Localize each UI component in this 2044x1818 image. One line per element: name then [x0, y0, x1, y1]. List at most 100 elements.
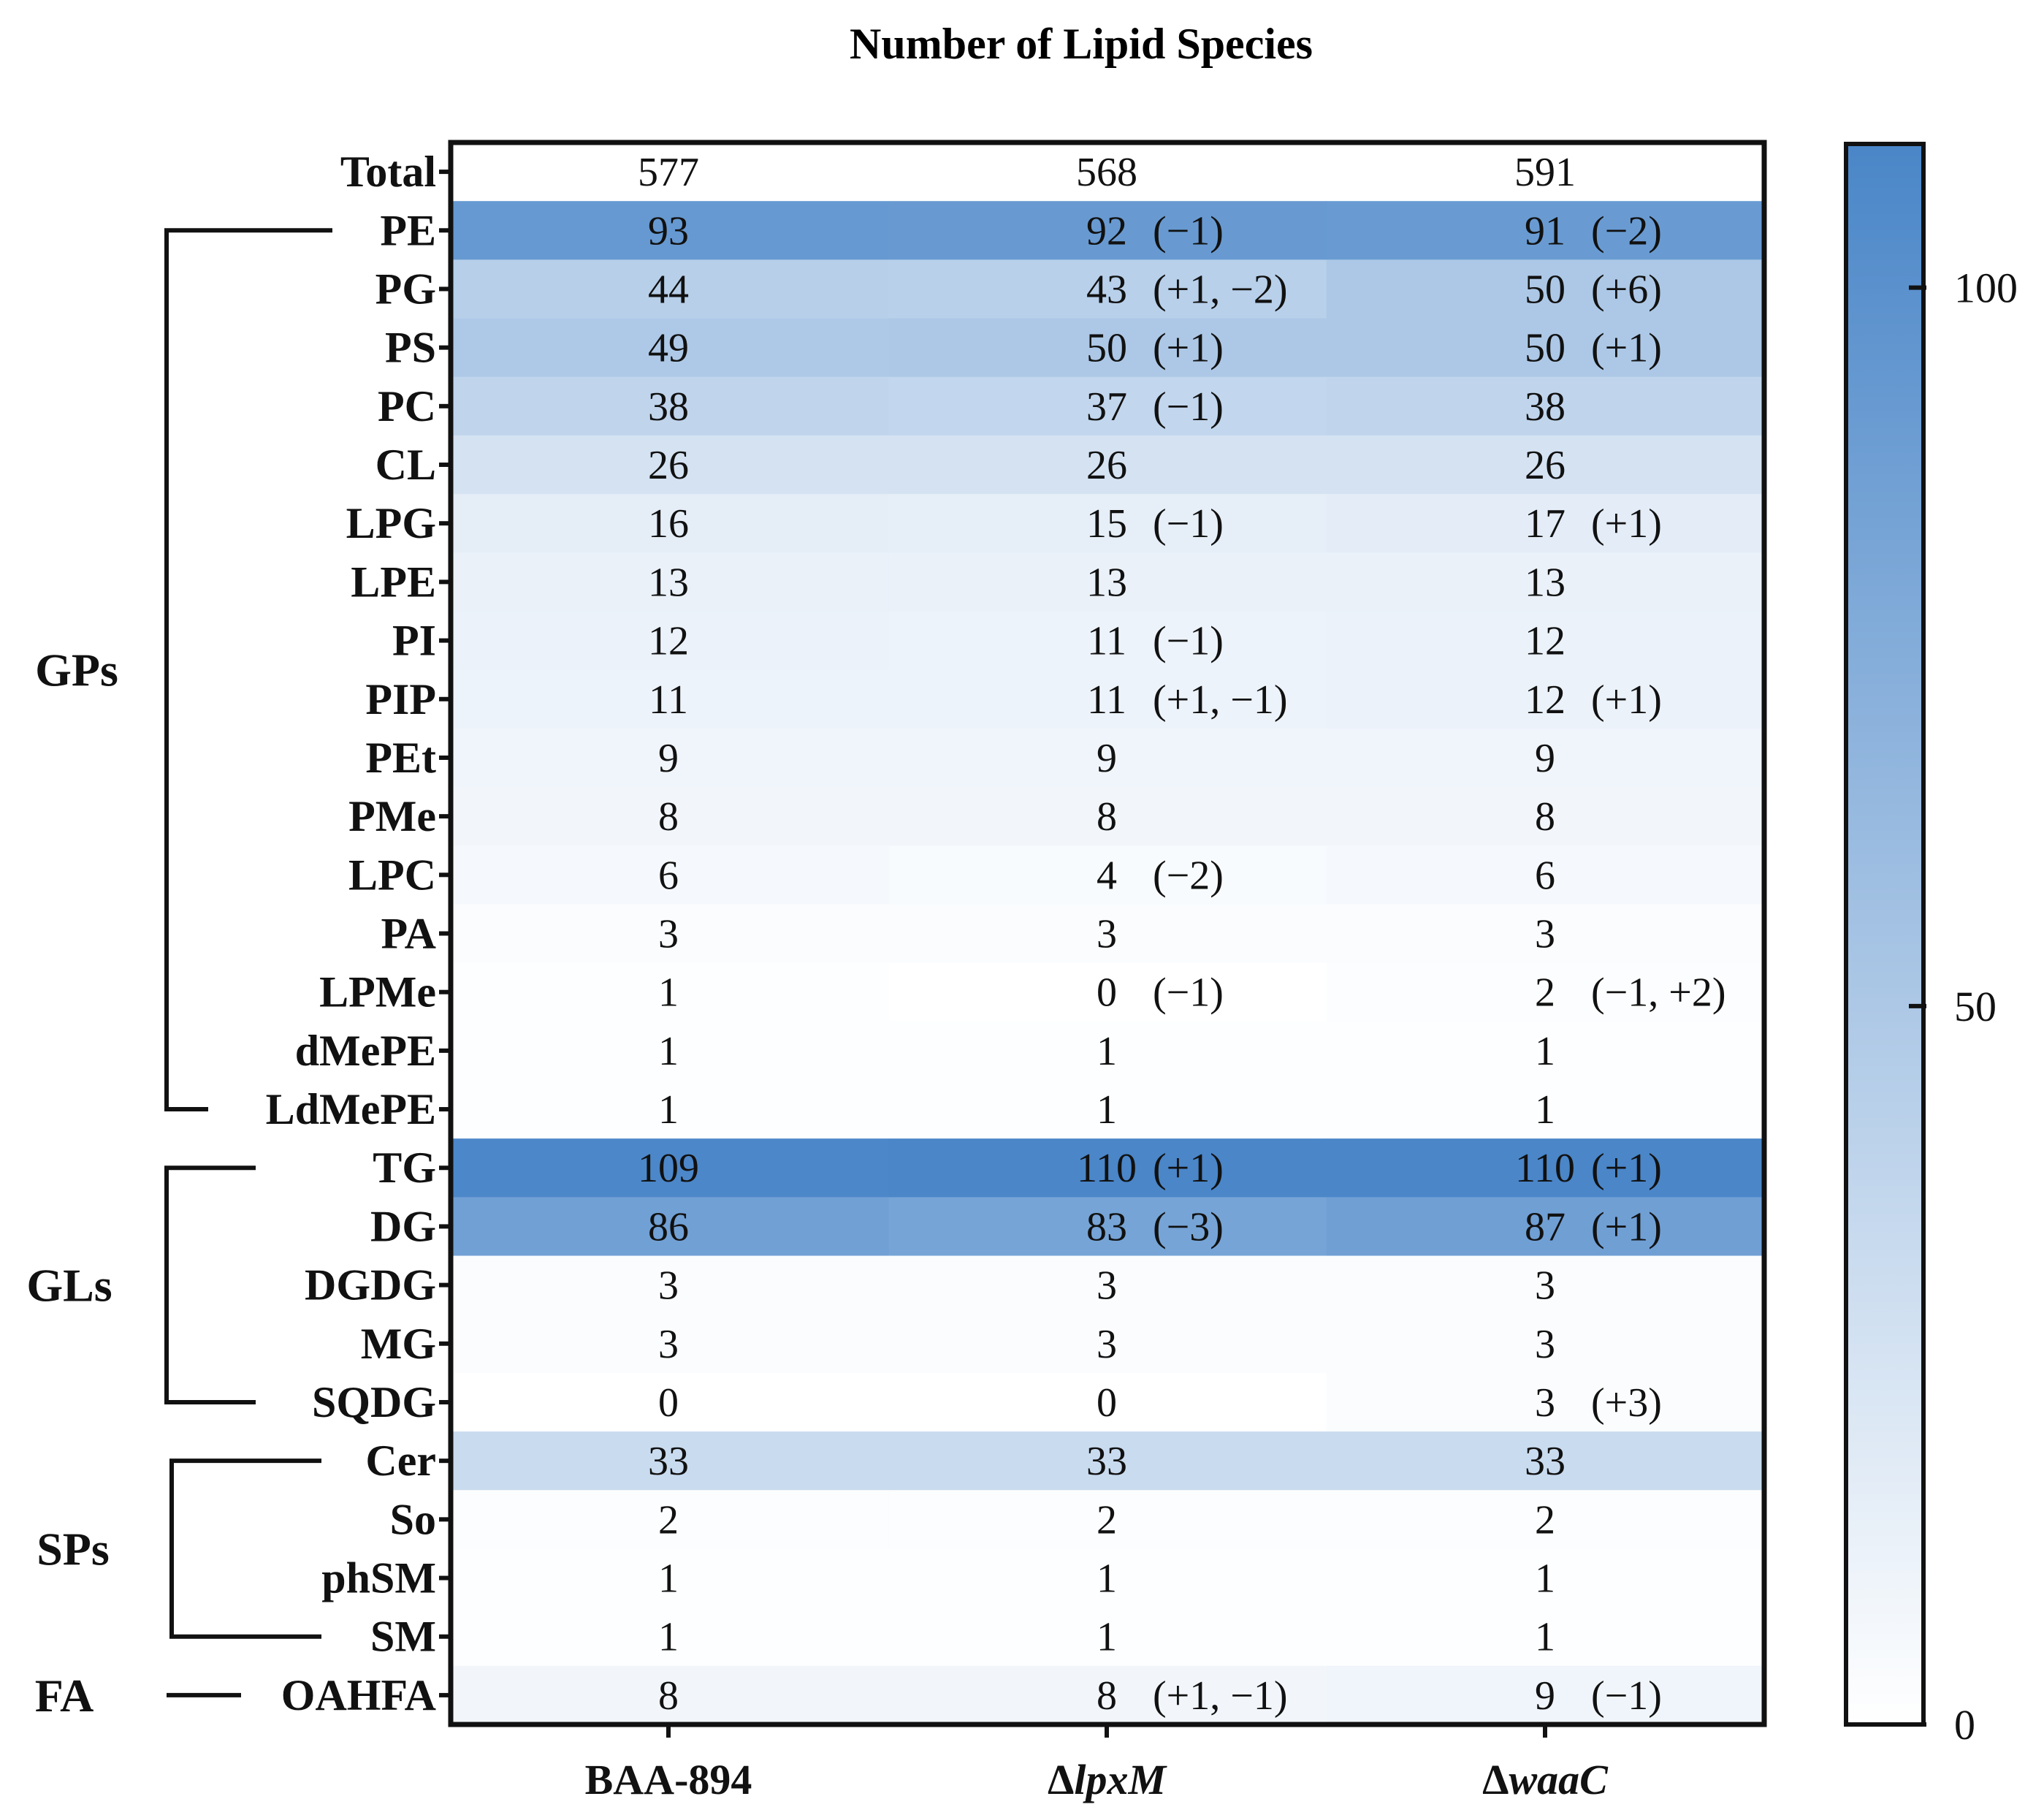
group-bracket-gls	[164, 1165, 256, 1404]
row-label-cl: CL	[375, 441, 436, 489]
heat-cell-oahfa-3	[1326, 1665, 1765, 1725]
cell-value-pg-2: 43	[1086, 267, 1127, 312]
colorbar-bar	[1844, 142, 1926, 1727]
heat-cell-dgdg-1	[451, 1255, 889, 1315]
cell-value-pip-2: 11	[1087, 677, 1126, 723]
row-label-pme: PMe	[348, 792, 436, 840]
cell-delta-ps-2: (+1)	[1153, 326, 1224, 371]
heat-cell-sm-2	[888, 1607, 1327, 1667]
group-label-gls: GLs	[26, 1260, 112, 1312]
heat-cell-mg-3	[1326, 1314, 1765, 1374]
heatmap-cells	[451, 142, 1765, 1725]
col-label-waac: ΔwaaC	[1482, 1756, 1609, 1803]
cell-value-ldmepe-1: 1	[658, 1087, 679, 1133]
row-label-tg: TG	[373, 1144, 436, 1192]
colorbar: 0 50 100	[1844, 142, 2018, 1749]
row-label-lpme: LPMe	[319, 968, 436, 1016]
cell-value-lpe-2: 13	[1086, 560, 1127, 605]
heat-cell-total-1	[451, 142, 889, 202]
cell-delta-pc-2: (−1)	[1153, 384, 1224, 430]
heat-cell-lpc-1	[451, 845, 889, 905]
cell-value-tg-1: 109	[638, 1146, 699, 1191]
cell-value-sm-2: 1	[1097, 1615, 1117, 1660]
heat-cell-ps-1	[451, 318, 889, 378]
heat-cell-ldmepe-2	[888, 1079, 1327, 1139]
cell-delta-oahfa-3: (−1)	[1591, 1673, 1662, 1719]
heat-cell-sm-3	[1326, 1607, 1765, 1667]
cell-value-total-1: 577	[638, 150, 699, 195]
cell-value-oahfa-3: 9	[1535, 1673, 1555, 1719]
row-label-sqdg: SQDG	[312, 1378, 436, 1426]
cell-delta-pg-2: (+1, −2)	[1153, 267, 1287, 312]
row-label-total: Total	[340, 148, 436, 196]
group-brackets: GPs GLs SPs FA	[26, 228, 332, 1722]
heat-cell-dg-1	[451, 1197, 889, 1257]
heat-cell-lpe-3	[1326, 552, 1765, 612]
cell-value-sm-3: 1	[1535, 1615, 1555, 1660]
heat-cell-cl-3	[1326, 435, 1765, 495]
cell-delta-dg-3: (+1)	[1591, 1204, 1662, 1250]
row-label-pi: PI	[392, 617, 436, 665]
cell-value-lpc-3: 6	[1535, 853, 1555, 898]
cell-delta-pe-2: (−1)	[1153, 208, 1224, 254]
cell-value-tg-2: 110	[1077, 1146, 1137, 1191]
col-label-lpxm: ΔlpxM	[1048, 1756, 1167, 1803]
row-label-pe: PE	[380, 206, 436, 254]
heat-cell-oahfa-1	[451, 1665, 889, 1725]
row-label-pc: PC	[378, 382, 436, 430]
heat-cell-pet-1	[451, 728, 889, 788]
row-label-cer: Cer	[365, 1437, 436, 1485]
colorbar-tick-label-100: 100	[1954, 265, 2018, 312]
heat-cell-tg-2	[888, 1138, 1327, 1198]
heat-cell-cer-1	[451, 1431, 889, 1491]
heat-cell-lpc-2	[888, 845, 1327, 905]
cell-value-pi-1: 12	[648, 619, 689, 664]
cell-value-dmepe-3: 1	[1535, 1029, 1555, 1074]
cell-delta-pip-2: (+1, −1)	[1153, 677, 1287, 723]
row-label-mg: MG	[361, 1320, 436, 1368]
cell-value-lpg-3: 17	[1525, 501, 1566, 547]
heat-cell-cer-3	[1326, 1431, 1765, 1491]
cell-value-total-3: 591	[1514, 150, 1576, 195]
cell-value-mg-2: 3	[1097, 1322, 1117, 1367]
cell-value-dgdg-1: 3	[658, 1263, 679, 1309]
cell-value-pg-3: 50	[1525, 267, 1566, 312]
heat-cell-sm-1	[451, 1607, 889, 1667]
heat-cell-pet-3	[1326, 728, 1765, 788]
cell-value-cl-3: 26	[1525, 443, 1566, 488]
cell-value-oahfa-2: 8	[1097, 1673, 1117, 1719]
col-label-baa-894: BAA-894	[585, 1756, 752, 1803]
cell-value-lpme-1: 1	[658, 970, 679, 1016]
cell-delta-ps-3: (+1)	[1591, 326, 1662, 371]
row-label-lpc: LPC	[348, 851, 436, 899]
colorbar-tick-label-0: 0	[1954, 1701, 1975, 1749]
chart-title: Number of Lipid Species	[850, 20, 1313, 68]
heat-cell-pc-3	[1326, 376, 1765, 436]
group-bracket-sps	[169, 1458, 321, 1639]
heat-cell-pme-1	[451, 787, 889, 846]
heat-cell-ps-2	[888, 318, 1327, 378]
cell-value-pa-2: 3	[1097, 912, 1117, 957]
heat-cell-lpe-2	[888, 552, 1327, 612]
cell-value-lpc-1: 6	[658, 853, 679, 898]
row-label-pip: PIP	[365, 675, 436, 723]
cell-value-pi-3: 12	[1525, 619, 1566, 664]
cell-value-sqdg-1: 0	[658, 1380, 679, 1426]
row-label-dmepe: dMePE	[295, 1027, 436, 1075]
heat-cell-total-2	[888, 142, 1327, 202]
heat-cell-lpg-3	[1326, 494, 1765, 553]
heat-cell-pa-1	[451, 904, 889, 964]
heat-cell-lpme-1	[451, 962, 889, 1022]
heat-cell-total-3	[1326, 142, 1765, 202]
row-label-sm: SM	[370, 1613, 436, 1661]
cell-value-pet-2: 9	[1097, 736, 1117, 781]
cell-delta-oahfa-2: (+1, −1)	[1153, 1673, 1287, 1719]
heat-cell-pip-3	[1326, 669, 1765, 729]
cell-delta-pi-2: (−1)	[1153, 619, 1224, 664]
cell-delta-dg-2: (−3)	[1153, 1204, 1224, 1250]
heat-cell-ldmepe-3	[1326, 1079, 1765, 1139]
cell-value-total-2: 568	[1076, 150, 1137, 195]
heat-cell-sqdg-2	[888, 1372, 1327, 1432]
